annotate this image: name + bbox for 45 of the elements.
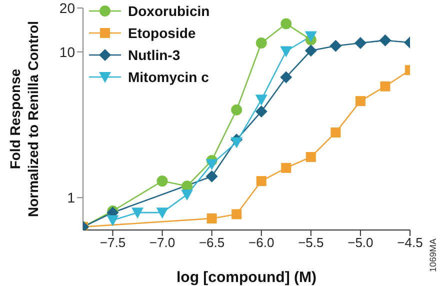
legend-label: Etoposide bbox=[128, 24, 196, 42]
x-tick-label: −5.5 bbox=[298, 235, 324, 250]
point bbox=[255, 94, 268, 106]
point bbox=[355, 96, 366, 106]
y-tick-label: 10 bbox=[59, 44, 76, 60]
x-tick-label: −7.0 bbox=[149, 235, 176, 250]
point bbox=[354, 37, 366, 50]
point bbox=[132, 208, 144, 219]
legend-label: Nutlin-3 bbox=[128, 46, 180, 64]
point bbox=[256, 38, 267, 49]
point bbox=[330, 40, 342, 52]
y-tick-label: 1 bbox=[67, 190, 76, 206]
point bbox=[181, 190, 194, 201]
point bbox=[304, 31, 317, 42]
y-tick-label: 20 bbox=[59, 0, 76, 16]
point bbox=[306, 152, 316, 162]
point bbox=[256, 176, 266, 186]
x-tick-label: −4.5 bbox=[397, 235, 423, 250]
point bbox=[379, 34, 392, 46]
point bbox=[156, 208, 168, 219]
point bbox=[380, 81, 390, 92]
point bbox=[280, 46, 292, 58]
point bbox=[281, 162, 292, 173]
point bbox=[280, 71, 292, 84]
point bbox=[330, 127, 341, 138]
legend-label: Mitomycin c bbox=[128, 68, 209, 86]
point bbox=[280, 18, 292, 30]
point bbox=[304, 44, 317, 57]
point bbox=[206, 159, 218, 170]
point bbox=[255, 105, 268, 118]
y-axis-title: Fold Response Normalized to Renilla Control bbox=[7, 20, 41, 218]
x-axis-title: log [compound] (M) bbox=[176, 269, 316, 286]
point bbox=[230, 137, 243, 148]
point bbox=[232, 209, 242, 220]
point bbox=[106, 215, 119, 226]
x-tick-label: −6.0 bbox=[248, 235, 274, 250]
legend-label: Doxorubicin bbox=[128, 2, 210, 20]
x-tick-label: −5.0 bbox=[348, 235, 374, 250]
text: 1069MA bbox=[428, 238, 438, 272]
point bbox=[231, 104, 242, 116]
x-tick-label: −6.5 bbox=[198, 235, 225, 250]
x-tick-label: −7.5 bbox=[100, 235, 126, 250]
point bbox=[206, 213, 217, 224]
point bbox=[206, 170, 218, 182]
point bbox=[156, 176, 168, 187]
